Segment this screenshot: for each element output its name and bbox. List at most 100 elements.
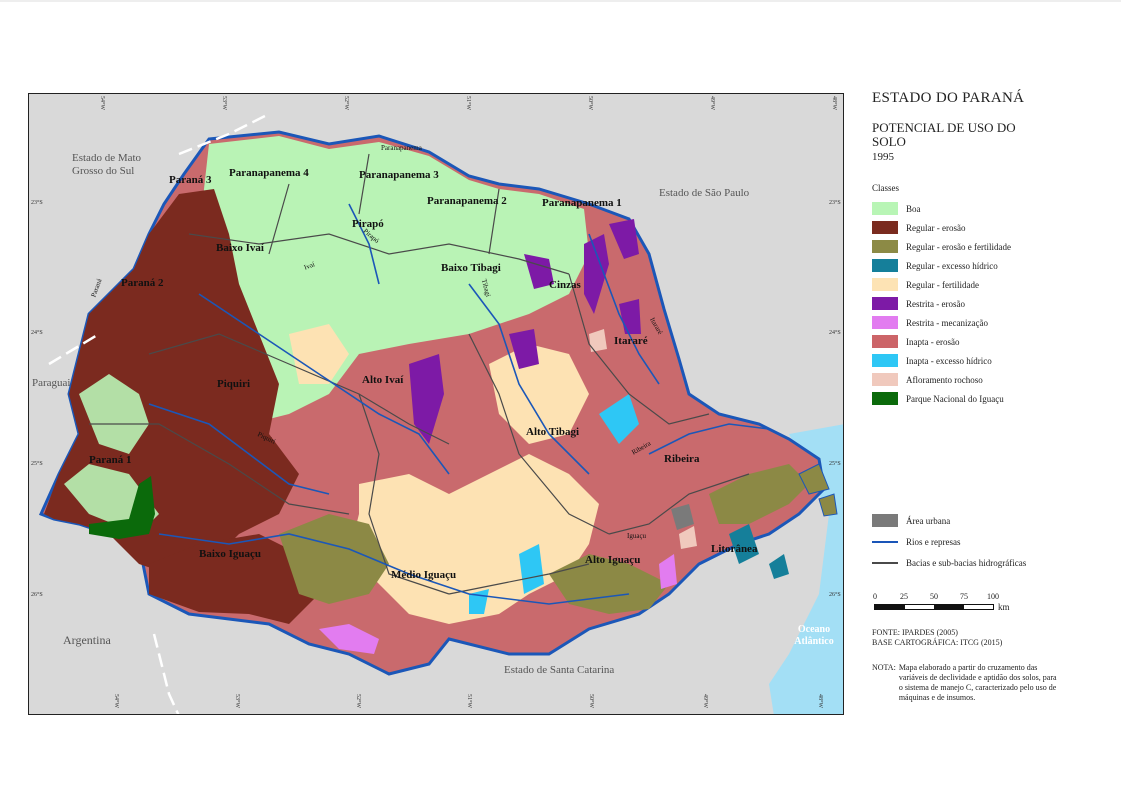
coord-bottom: 49°W — [702, 694, 708, 709]
legend-item: Inapta - excesso hídrico — [872, 351, 1112, 370]
legend-swatch — [872, 514, 898, 527]
legend-item: Regular - excesso hídrico — [872, 256, 1112, 275]
region-parana3: Paraná 3 — [169, 174, 212, 186]
class-parque-iguacu — [89, 476, 155, 539]
legend-line — [872, 541, 898, 543]
legend-item: Regular - erosão e fertilidade — [872, 237, 1112, 256]
coord-top: 49°W — [709, 96, 715, 111]
scale-unit: km — [998, 602, 1010, 612]
legend-item-rios: Rios e represas — [872, 531, 1112, 552]
scale-tick: 0 — [873, 592, 877, 601]
map-frame: Estado de Mato Grosso do Sul Estado de S… — [28, 93, 844, 715]
region-piquiri: Piquiri — [217, 378, 251, 390]
legend-item: Regular - fertilidade — [872, 275, 1112, 294]
map-subtitle: POTENCIAL DE USO DO SOLO — [872, 120, 1016, 149]
legend-label: Restrita - erosão — [906, 298, 965, 309]
coord-bottom: 48°W — [817, 694, 823, 709]
coord-bottom: 51°W — [466, 694, 472, 709]
river-iguacu: Iguaçu — [627, 532, 647, 540]
class-restrita-erosao — [409, 219, 641, 444]
coord-top: 54°W — [99, 96, 105, 111]
label-santa-catarina: Estado de Santa Catarina — [504, 664, 615, 676]
region-paranapanema3: Paranapanema 3 — [359, 169, 439, 181]
coord-left: 24°S — [31, 330, 43, 336]
label-ocean: Oceano Atlântico — [794, 624, 834, 647]
legend-extras: Área urbana Rios e represas Bacias e sub… — [872, 510, 1112, 573]
river-paranapanema: Paranapanema — [381, 144, 422, 152]
note-label: NOTA: — [872, 663, 896, 672]
region-paranapanema1: Paranapanema 1 — [542, 197, 622, 209]
class-regular-fertilidade-2 — [289, 324, 589, 444]
coord-bottom: 53°W — [234, 694, 240, 709]
region-alto-ivai: Alto Ivaí — [362, 374, 404, 386]
coord-top: 50°W — [587, 96, 593, 111]
region-pirapo: Pirapó — [352, 218, 384, 230]
class-regular-excesso — [729, 524, 789, 579]
region-medio-iguacu: Médio Iguaçu — [391, 569, 457, 581]
class-boa — [179, 136, 589, 424]
region-paranapanema4: Paranapanema 4 — [229, 167, 309, 179]
map-svg — [38, 112, 843, 714]
scale-graphic — [874, 604, 994, 610]
legend-label: Regular - erosão e fertilidade — [906, 241, 1011, 252]
label-paraguai: Paraguai — [32, 377, 71, 389]
region-alto-iguacu: Alto Iguaçu — [585, 554, 641, 566]
coord-bottom: 52°W — [355, 694, 361, 709]
coord-bottom: 54°W — [113, 694, 119, 709]
legend-line-swatch — [872, 556, 898, 569]
legend-label: Regular - erosão — [906, 222, 966, 233]
rios-represas — [148, 203, 770, 605]
legend-item: Parque Nacional do Iguaçu — [872, 389, 1112, 408]
legend-item-bacias: Bacias e sub-bacias hidrográficas — [872, 552, 1112, 573]
legend-item: Restrita - mecanização — [872, 313, 1112, 332]
scale-ticks: 0 25 50 75 100 — [872, 592, 1032, 602]
legend-label: Boa — [906, 203, 921, 214]
bacias-boundaries — [89, 153, 750, 595]
legend-swatch — [872, 240, 898, 253]
legend-classes: Boa Regular - erosão Regular - erosão e … — [872, 199, 1112, 408]
note-text: Mapa elaborado a partir do cruzamento da… — [898, 663, 1057, 702]
coord-top: 52°W — [343, 96, 349, 111]
map-year: 1995 — [872, 151, 894, 163]
legend-item: Afloramento rochoso — [872, 370, 1112, 389]
scale-tick: 100 — [987, 592, 999, 601]
legend-swatch — [872, 316, 898, 329]
state-borders — [48, 112, 270, 714]
region-ribeira: Ribeira — [664, 453, 700, 465]
legend-swatch — [872, 354, 898, 367]
legend-label: Inapta - excesso hídrico — [906, 355, 992, 366]
coord-top: 51°W — [465, 96, 471, 111]
scale-tick: 50 — [930, 592, 938, 601]
map-title: ESTADO DO PARANÁ — [872, 90, 1025, 106]
scale-bar: 0 25 50 75 100 km — [872, 592, 1032, 618]
source-base: BASE CARTOGRÁFICA: ITCG (2015) — [872, 638, 1003, 647]
legend-line-swatch — [872, 535, 898, 548]
coord-top: 53°W — [221, 96, 227, 111]
area-urbana — [671, 504, 694, 530]
class-restrita-mecanizacao — [319, 554, 677, 654]
coord-right: 25°S — [829, 461, 841, 467]
class-regular-erosao-south — [149, 534, 319, 624]
class-regular-erosao-fertilidade — [279, 464, 809, 614]
legend-item: Boa — [872, 199, 1112, 218]
scale-tick: 25 — [900, 592, 908, 601]
label-sao-paulo: Estado de São Paulo — [659, 187, 750, 199]
coord-left: 25°S — [31, 461, 43, 467]
coord-right: 26°S — [829, 592, 841, 598]
legend-swatch — [872, 259, 898, 272]
legend-item: Inapta - erosão — [872, 332, 1112, 351]
legend-swatch — [872, 221, 898, 234]
source-block: FONTE: IPARDES (2005) BASE CARTOGRÁFICA:… — [872, 628, 1002, 648]
class-boa-west — [64, 374, 159, 534]
region-alto-tibagi: Alto Tibagi — [526, 426, 580, 438]
region-paranapanema2: Paranapanema 2 — [427, 195, 507, 207]
top-border — [0, 0, 1121, 2]
legend-swatch — [872, 392, 898, 405]
legend-label: Inapta - erosão — [906, 336, 960, 347]
region-baixo-tibagi: Baixo Tibagi — [441, 262, 501, 274]
legend-swatch — [872, 202, 898, 215]
legend-line — [872, 562, 898, 564]
legend-swatch — [872, 278, 898, 291]
region-baixo-iguacu: Baixo Iguaçu — [199, 548, 262, 560]
note-block: NOTA: Mapa elaborado a partir do cruzame… — [872, 663, 1062, 703]
